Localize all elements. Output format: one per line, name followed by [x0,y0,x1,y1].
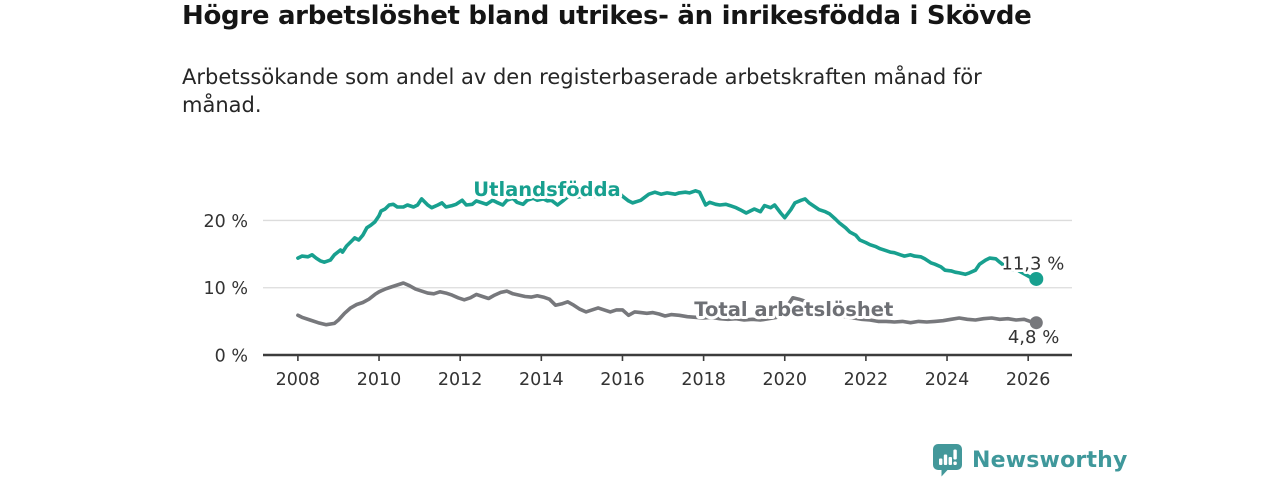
brand-name: Newsworthy [972,448,1128,473]
x-tick-label-2020: 2020 [762,370,807,390]
chart-title: Högre arbetslöshet bland utrikes- än inr… [182,1,1032,31]
y-tick-label-10: 10 % [204,279,248,299]
x-tick-label-2018: 2018 [681,370,726,390]
bar-tall [943,454,948,465]
x-tick-label-2012: 2012 [438,370,483,390]
brand-footer: Newsworthy [933,444,1128,477]
x-tick-label-2022: 2022 [844,370,889,390]
series-line-utlandsf-dda [296,188,1039,281]
unemployment-line-chart: 0 % 10 % 20 % 2008 2010 2012 2014 2016 2018 2020 2… [204,175,1072,390]
series-label-utlandsf-dda: Utlandsfödda [473,178,620,201]
x-tick-label-2008: 2008 [276,370,321,390]
x-tick-label-2026: 2026 [1006,370,1051,390]
end-dot-utlandsf-dda [1029,271,1044,286]
x-tick-label-2024: 2024 [925,370,970,390]
series-label-total-arbetsl-shet: Total arbetslöshet [694,298,893,321]
exclamation-dot [953,461,957,465]
y-tick-label-0: 0 % [215,347,248,367]
series-line-total-arbetsl-shet [296,281,1039,327]
exclamation-stem [953,449,957,460]
x-tick-label-2010: 2010 [357,370,402,390]
bar-small [939,458,943,465]
chart-area: 0 % 10 % 20 % 2008 2010 2012 2014 2016 2018 2020 2… [0,150,1280,410]
x-tick-label-2014: 2014 [519,370,564,390]
end-dot-total-arbetsl-shet [1029,316,1043,330]
end-value-label-utlandsf-dda: 11,3 % [1001,253,1064,274]
end-value-label-total-arbetsl-shet: 4,8 % [1008,327,1059,348]
y-tick-label-20: 20 % [204,212,248,232]
speech-bubble-shape [933,444,962,477]
x-tick-label-2016: 2016 [600,370,645,390]
bar-medium [948,457,952,465]
newsworthy-logo-icon [933,444,962,477]
chart-subtitle: Arbetssökande som andel av den registerb… [182,65,982,117]
